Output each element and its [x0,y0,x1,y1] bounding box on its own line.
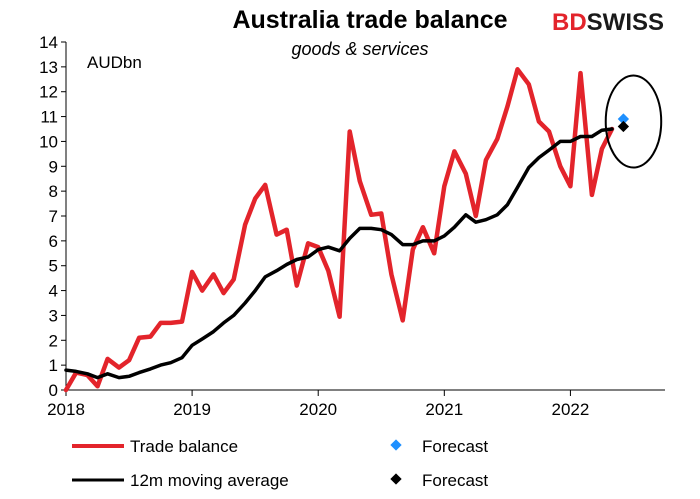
legend-marker-forecast-black [390,473,402,485]
chart-subtitle: goods & services [291,39,428,59]
y-tick-label: 8 [49,182,58,201]
y-tick-label: 13 [39,58,58,77]
y-tick-label: 0 [49,381,58,400]
svg-text:BDSWISS: BDSWISS [552,9,664,36]
x-axis: 2018 2019 2020 2021 2022 [47,389,665,419]
annotation-ellipse [604,74,663,169]
y-tick-label: 11 [40,108,58,127]
y-tick-label: 6 [49,232,58,251]
legend-marker-forecast-blue [390,439,402,451]
brand-logo: BDSWISS [552,9,664,36]
legend-label-moving-average: 12m moving average [130,471,289,490]
y-tick-label: 5 [49,257,58,276]
legend-label-trade-balance: Trade balance [130,437,238,456]
y-tick-label: 12 [39,83,58,102]
x-tick-label: 2020 [299,400,337,419]
forecast-marker-black [617,120,630,133]
unit-label: AUDbn [87,53,142,72]
legend-label-forecast-black: Forecast [422,471,488,490]
legend-label-forecast-blue: Forecast [422,437,488,456]
legend: Trade balance 12m moving average Forecas… [72,437,488,490]
annotation-layer [604,74,663,169]
series-line-moving-average [64,127,614,380]
chart-title: Australia trade balance [232,6,507,34]
series-line-trade-balance [63,67,615,393]
logo-swiss-text: SWISS [587,9,664,36]
y-tick-label: 3 [49,306,58,325]
y-tick-label: 10 [39,132,58,151]
logo-bd-text: BD [552,9,587,36]
y-tick-label: 9 [49,157,58,176]
y-tick-label: 7 [49,207,58,226]
y-tick-label: 4 [49,282,58,301]
forecast-layer [617,113,630,133]
series-layer [63,67,615,393]
y-tick-label: 2 [49,331,58,350]
y-tick-label: 14 [39,33,58,52]
x-tick-label: 2022 [552,400,590,419]
x-tick-label: 2021 [425,400,463,419]
x-tick-label: 2019 [173,400,211,419]
y-tick-label: 1 [49,356,58,375]
x-tick-label: 2018 [47,400,85,419]
